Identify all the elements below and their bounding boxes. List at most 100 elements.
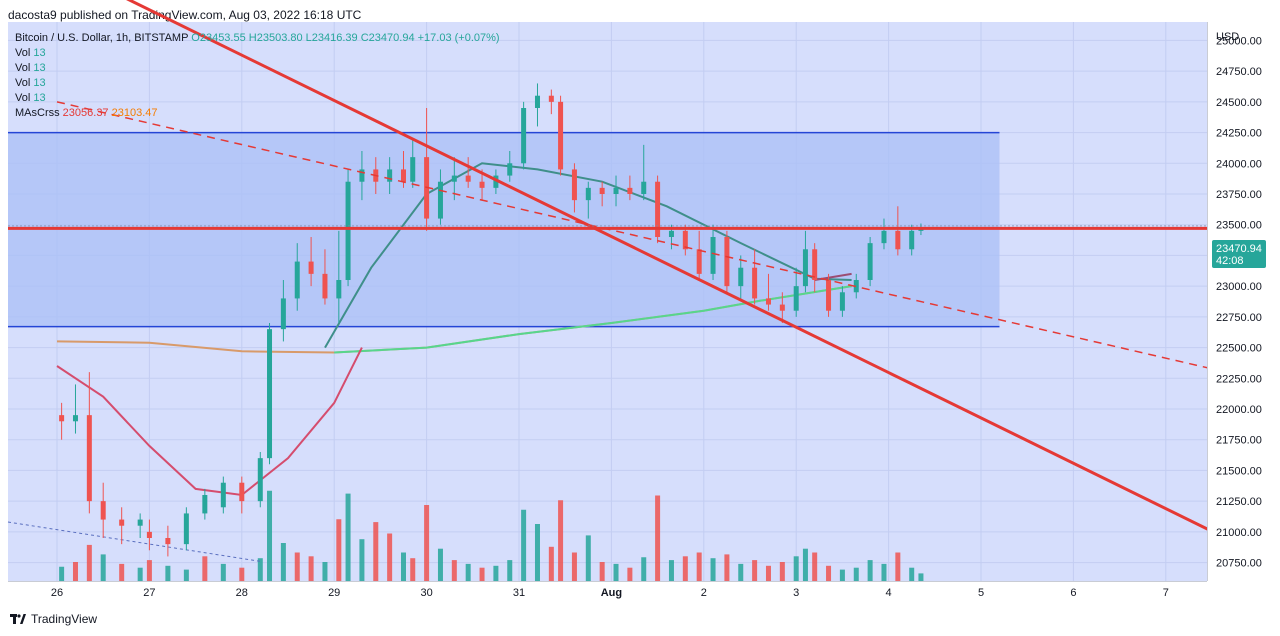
candle-body (359, 169, 365, 182)
candle-body (881, 230, 887, 244)
candle-body (100, 501, 106, 520)
volume-bar (336, 519, 342, 581)
candle-body (696, 249, 702, 274)
candle-body (765, 298, 771, 305)
volume-bar (507, 560, 513, 581)
volume-bar (867, 560, 873, 581)
indicator-lines (7, 162, 852, 562)
candle-body (534, 95, 540, 108)
candle-body (585, 187, 591, 201)
candle-body (465, 175, 471, 182)
tradingview-brand[interactable]: TradingView (10, 612, 97, 626)
volume-value: 13 (33, 77, 46, 89)
volume-bar (779, 562, 785, 581)
volume-bar (165, 565, 171, 581)
volume-bar (710, 558, 716, 581)
brand-name: TradingView (31, 612, 98, 626)
time-tick-label: Aug (601, 587, 622, 599)
volume-bar (86, 544, 92, 581)
volume-bar (183, 569, 189, 581)
candles (59, 83, 924, 557)
volume-row: Vol 13 (15, 46, 500, 61)
candle-body (493, 175, 499, 188)
volume-bar (493, 565, 499, 581)
candle-body (655, 181, 661, 237)
volume-bar (308, 556, 314, 581)
volume-row: Vol 13 (15, 61, 500, 76)
volume-bar (668, 560, 674, 581)
volume-bar (738, 563, 744, 581)
candle-body (387, 169, 393, 182)
volume-bar (558, 500, 564, 581)
low-value: L23416.39 (305, 32, 358, 44)
close-value: C23470.94 (360, 32, 415, 44)
ma-pink-line (56, 347, 363, 497)
volume-bar (655, 495, 661, 581)
candle-body (826, 280, 832, 311)
volume-bar (220, 563, 226, 581)
price-tick-label: 21750.00 (1216, 435, 1262, 447)
price-tick-label: 22750.00 (1216, 312, 1262, 324)
candle-body (507, 163, 513, 176)
candle-body (59, 415, 65, 422)
candle-body (202, 495, 208, 514)
volume-bar (627, 567, 633, 581)
countdown-value: 42:08 (1216, 255, 1244, 267)
sma-200-line-up (334, 285, 852, 354)
price-tick-label: 24250.00 (1216, 128, 1262, 140)
volume-bar (585, 535, 591, 581)
volume-bar (724, 554, 730, 581)
volume-bar (100, 554, 106, 581)
volume-bar (202, 556, 208, 581)
time-tick-label: 2 (701, 587, 707, 599)
volume-bar (437, 548, 443, 581)
price-tick-label: 23500.00 (1216, 220, 1262, 232)
volume-bar (613, 563, 619, 581)
volume-bar (682, 556, 688, 581)
high-value: H23503.80 (248, 32, 303, 44)
price-tick-label: 22250.00 (1216, 373, 1262, 385)
candle-body (336, 280, 342, 299)
dashed-trendline (56, 101, 1259, 381)
candle-body (165, 538, 171, 545)
volume-bar (765, 565, 771, 581)
volume-bars (59, 490, 924, 581)
candle-body (682, 230, 688, 250)
candle-body (322, 273, 328, 299)
price-tick-label: 21250.00 (1216, 496, 1262, 508)
candle-body (853, 280, 859, 293)
volume-label: Vol (15, 92, 31, 104)
volume-bar (812, 552, 818, 581)
volume-ma-line (7, 521, 261, 562)
volume-value: 13 (33, 92, 46, 104)
ma-cross-row: MAsCrss 23056.37 23103.47 (15, 106, 500, 121)
volume-row: Vol 13 (15, 91, 500, 106)
ema-line (324, 162, 852, 349)
volume-bar (571, 552, 577, 581)
volume-row: Vol 13 (15, 76, 500, 91)
time-tick-label: 31 (513, 587, 525, 599)
candle-body (779, 304, 785, 311)
volume-label: Vol (15, 47, 31, 59)
volume-bar (401, 552, 406, 581)
time-tick-label: 7 (1163, 587, 1169, 599)
symbol-row: Bitcoin / U.S. Dollar, 1h, BITSTAMP O234… (15, 31, 500, 46)
candle-body (738, 267, 744, 287)
candle-body (839, 292, 845, 311)
chart-legend: Bitcoin / U.S. Dollar, 1h, BITSTAMP O234… (15, 31, 500, 121)
volume-bar (137, 567, 143, 581)
volume-value: 13 (33, 62, 46, 74)
price-tick-label: 22500.00 (1216, 343, 1262, 355)
volume-label: Vol (15, 62, 31, 74)
price-tick-label: 23000.00 (1216, 281, 1262, 293)
time-tick-label: 4 (886, 587, 892, 599)
candle-body (345, 181, 351, 280)
last-price-value: 23470.94 (1216, 243, 1262, 255)
candle-body (724, 237, 730, 287)
candle-body (86, 415, 92, 502)
published-info: dacosta9 published on TradingView.com, A… (8, 8, 362, 22)
volume-bar (239, 567, 245, 581)
volume-bar (881, 563, 887, 581)
symbol-name: Bitcoin / U.S. Dollar, 1h, BITSTAMP (15, 32, 189, 44)
